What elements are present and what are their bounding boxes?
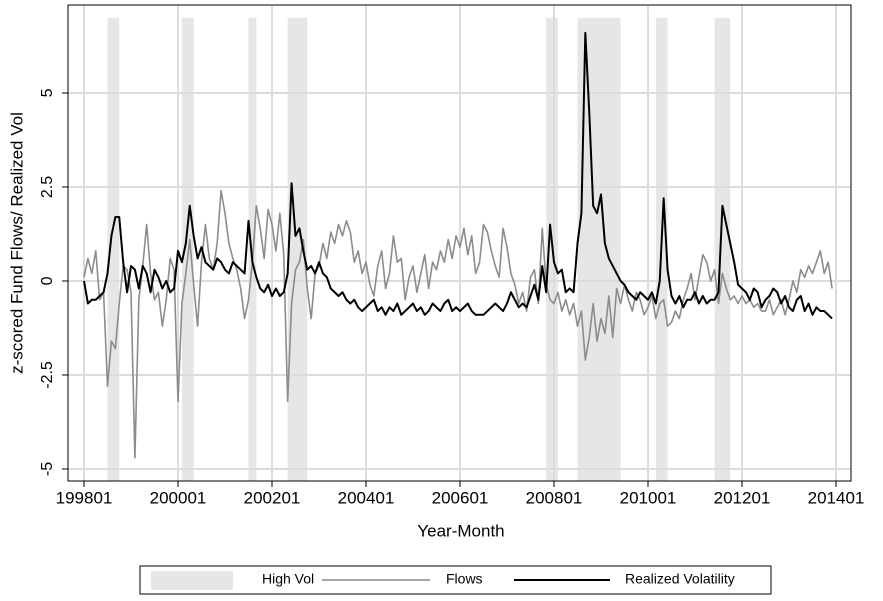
legend-box	[139, 565, 772, 595]
x-tick-label: 201001	[620, 488, 677, 507]
y-tick-label: 0	[39, 276, 56, 285]
x-tick-label: 200601	[432, 488, 489, 507]
x-tick-label: 201401	[808, 488, 865, 507]
legend-swatch	[151, 571, 233, 590]
legend: High Vol Flows Realized Volatility	[139, 565, 772, 595]
x-tick-label: 200201	[244, 488, 301, 507]
legend-label: High Vol	[262, 571, 314, 587]
high-vol-band	[714, 17, 731, 482]
series-line	[83, 189, 833, 459]
y-axis-title: z-scored Fund Flows/ Realized Vol	[7, 112, 26, 374]
x-tick-label: 200001	[150, 488, 207, 507]
y-tick-label: -2.5	[39, 361, 56, 389]
y-tick-label: -5	[39, 462, 56, 476]
high-vol-band	[287, 17, 308, 482]
plot-frame	[67, 4, 852, 482]
x-tick-label: 199801	[56, 488, 113, 507]
x-tick-label: 200401	[338, 488, 395, 507]
x-tick-label: 201201	[714, 488, 771, 507]
y-tick-label: 2.5	[39, 176, 56, 198]
legend-label: Flows	[446, 571, 483, 587]
y-tick-label: 5	[39, 88, 56, 97]
series-line	[83, 31, 833, 320]
high-vol-band	[248, 17, 257, 482]
legend-label: Realized Volatility	[625, 571, 735, 587]
x-axis-title: Year-Month	[417, 521, 504, 540]
x-tick-label: 200801	[526, 488, 583, 507]
high-vol-band	[107, 17, 120, 482]
high-vol-band	[181, 17, 194, 482]
